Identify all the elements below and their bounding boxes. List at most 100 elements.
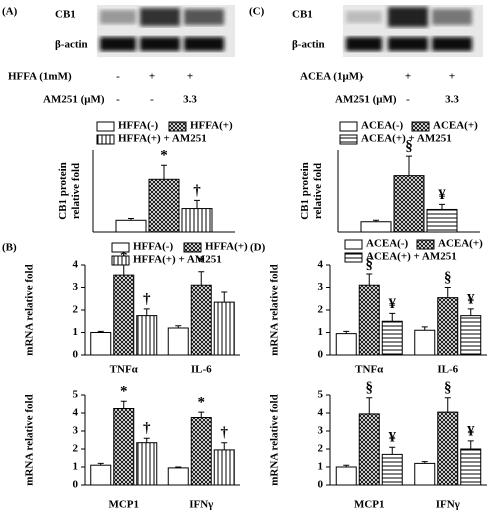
significance-marker: * [198,395,206,411]
legend-swatch [183,242,202,253]
x-tick-label: MCP1 [354,499,385,511]
bar [460,448,482,486]
condition-value: + [149,71,155,83]
y-tick-label: 5 [318,389,324,401]
bar [190,417,212,486]
legend-label: HFFA(-) [118,120,158,132]
error-bar [421,326,428,331]
error-bar [444,287,451,298]
significance-marker: * [120,384,128,400]
y-tick-label: 4 [73,259,79,271]
error-bar [389,446,396,455]
error-bar [194,199,200,209]
bar [113,408,135,486]
y-tick-label: 4 [318,407,324,419]
legend-swatch [111,242,130,253]
significance-marker: * [160,148,168,164]
y-tick-label: 1 [318,461,324,473]
bar [167,327,189,356]
bar [437,411,459,486]
significance-marker: † [221,425,229,441]
blot-row-label: β-actin [55,39,88,51]
panel-label: (B) [2,242,17,254]
legend-swatch [168,121,187,132]
condition-value: - [116,71,120,83]
x-tick-label: IL-6 [437,364,458,376]
y-tick-label: 1 [73,326,79,338]
error-bar [421,461,428,464]
legend-swatch [339,121,358,132]
legend-label: ACEA(+) [433,120,478,132]
bar [335,466,357,486]
significance-marker: § [444,270,452,286]
error-bar [373,219,379,222]
condition-value: - [116,94,120,106]
y-axis-label: mRNA relative fold [24,264,36,355]
condition-label: HFFA (1mM) [8,71,72,83]
error-bar [175,325,182,328]
y-tick-label: 2 [318,304,324,316]
x-tick-label: TNFα [110,364,139,376]
y-tick-label: 3 [318,281,324,293]
bar [437,297,459,356]
x-tick-label: IFNγ [189,499,213,511]
error-bar [120,400,127,409]
legend-label: ACEA(+) [438,238,483,250]
legend-label: HFFA(+) [190,120,233,132]
y-tick-label: 0 [73,349,79,361]
y-axis-label: relative fold [70,163,82,219]
error-bar [128,218,134,221]
significance-marker: † [143,421,151,437]
x-tick-label: TNFα [355,364,384,376]
bar [136,315,158,356]
condition-value: + [187,71,193,83]
bar [426,208,458,233]
y-tick-label: 3 [73,281,79,293]
error-bar [143,308,150,316]
significance-marker: † [193,183,201,199]
legend-swatch [416,239,435,250]
bar [115,219,147,233]
significance-marker: § [405,139,413,155]
bar [358,413,380,486]
blot-image [343,5,483,57]
y-axis-label: mRNA relative fold [269,394,281,485]
significance-marker: † [143,291,151,307]
error-bar [406,155,412,176]
bar [381,320,403,356]
blot-row-label: β-actin [292,39,325,51]
condition-value: - [406,94,410,106]
blot-row-label: CB1 [292,9,313,21]
bar [167,467,189,486]
x-tick-label: MCP1 [108,499,139,511]
bar [113,274,135,356]
error-bar [161,164,167,180]
condition-value: - [360,71,364,83]
legend-swatch [344,239,363,250]
error-bar [389,312,396,322]
bar [190,284,212,356]
y-axis-label: mRNA relative fold [269,264,281,355]
y-tick-label: 5 [73,389,79,401]
legend-swatch [411,121,430,132]
significance-marker: ¥ [438,187,446,203]
condition-label: AM251 (μM) [43,94,105,106]
bar [381,453,403,486]
panel-label: (C) [249,6,265,18]
bar [181,208,213,233]
blot-image [97,5,235,57]
x-tick-label: IFNγ [436,499,460,511]
bar [358,284,380,356]
y-tick-label: 0 [318,349,324,361]
error-bar [143,437,150,443]
error-bar [97,330,104,333]
y-tick-label: 4 [318,259,324,271]
bar [136,442,158,486]
legend-swatch [111,255,130,266]
legend-label: ACEA(-) [361,120,403,132]
legend-swatch [96,121,115,132]
legend-label: HFFA(-) [133,241,173,253]
panel-label: (D) [250,242,266,254]
y-tick-label: 2 [73,443,79,455]
